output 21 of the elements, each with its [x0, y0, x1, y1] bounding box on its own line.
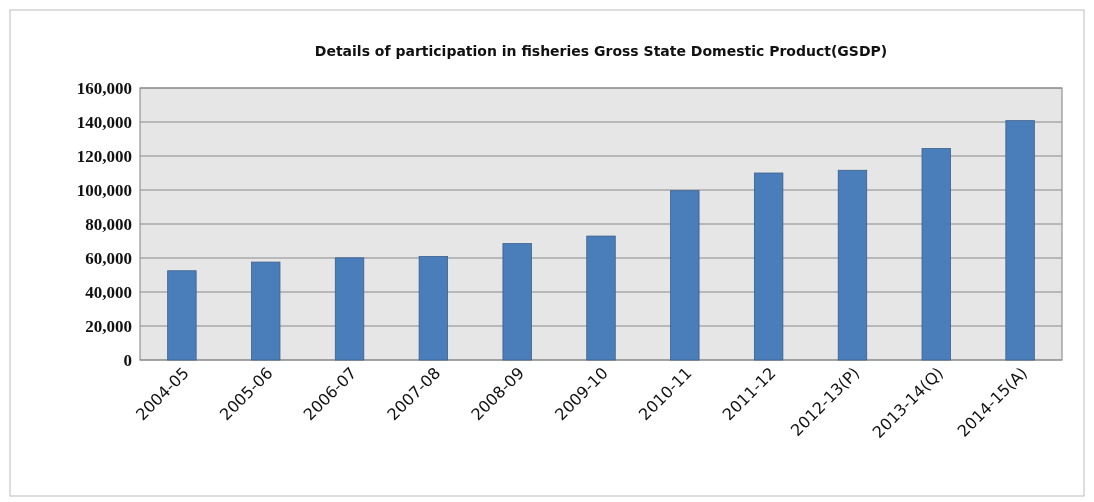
y-tick-label: 20,000 [85, 316, 132, 336]
bar [921, 148, 951, 361]
y-tick-label: 0 [123, 350, 132, 370]
bar [502, 243, 532, 361]
y-tick-label: 60,000 [85, 248, 132, 268]
y-tick-label: 40,000 [85, 282, 132, 302]
bar [1005, 120, 1035, 361]
bar [670, 190, 700, 361]
bar [586, 235, 616, 361]
bar [753, 172, 784, 361]
y-tick-label: 80,000 [85, 214, 132, 234]
y-tick-label: 100,000 [76, 180, 132, 200]
bar [167, 270, 197, 361]
y-tick-label: 160,000 [76, 78, 132, 98]
bar [837, 169, 868, 361]
bar [418, 256, 449, 361]
bar [334, 257, 365, 361]
chart-title: Details of participation in fisheries Gross State Domestic Product(GSDP) [314, 43, 888, 59]
y-tick-label: 140,000 [76, 112, 132, 132]
bar [251, 261, 281, 361]
y-tick-label: 120,000 [76, 146, 132, 166]
